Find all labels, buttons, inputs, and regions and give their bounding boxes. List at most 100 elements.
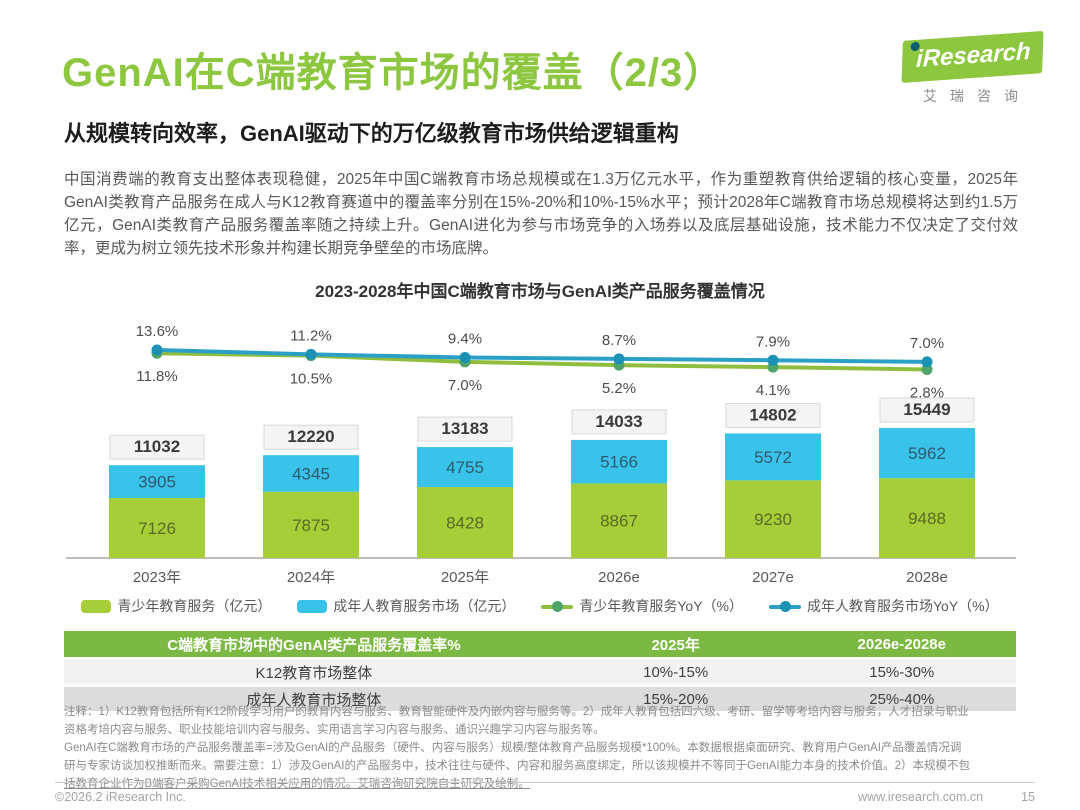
bar-value-adult: 5572: [754, 448, 792, 467]
yoy-marker: [459, 352, 471, 364]
table-row-k12: K12教育市场整体 10%-15% 15%-30%: [64, 660, 1016, 684]
logo-brand-text: iResearch: [915, 37, 1032, 73]
total-value: 12220: [287, 427, 334, 446]
total-label-box: [417, 416, 513, 442]
bar-segment-adult: [725, 433, 821, 481]
yoy-line: [155, 348, 929, 364]
adult-bar-swatch-icon: [297, 599, 328, 613]
bar-segment-adult: [879, 427, 975, 479]
x-axis-label: 2023年: [133, 569, 181, 586]
yoy-marker: [921, 356, 933, 368]
legend-item-junior-bar: 青少年教育服务（亿元）: [81, 596, 271, 616]
bar-value-junior: 9488: [908, 509, 946, 528]
bar-segment-adult: [109, 465, 205, 499]
legend-label: 青少年教育服务（亿元）: [117, 598, 272, 614]
bar-segment-junior: [263, 491, 359, 558]
page-title: GenAI在C端教育市场的覆盖（2/3）: [62, 51, 725, 95]
bar-value-adult: 5962: [908, 444, 946, 463]
table-header-metric: C端教育市场中的GenAI类产品服务覆盖率%: [64, 631, 564, 657]
bar-segment-adult: [263, 455, 359, 492]
yoy-value-label: 13.6%: [136, 323, 179, 340]
total-label-box: [263, 424, 359, 450]
total-value: 14802: [749, 405, 796, 424]
yoy-value-label: 4.1%: [756, 382, 790, 399]
yoy-value-label: 11.8%: [136, 368, 177, 385]
row-label: K12教育市场整体: [64, 660, 564, 684]
total-value: 11032: [134, 437, 180, 456]
bar-segment-adult: [571, 439, 667, 484]
footnote-line: 资格考培内容与服务、职业技能培训内容与服务、实用语言学习内容与服务、通识兴趣学习…: [64, 724, 605, 736]
copyright: ©2026.2 iResearch Inc.: [55, 790, 186, 804]
total-label-box: [725, 402, 821, 428]
intro-paragraph: 中国消费端的教育支出整体表现稳健，2025年中国C端教育市场总规模或在1.3万亿…: [64, 171, 1018, 257]
total-value: 13183: [441, 419, 488, 438]
table-header-2025: 2025年: [563, 631, 788, 657]
bar-segment-junior: [725, 480, 821, 558]
row-value-2025: 15%-20%: [563, 687, 788, 711]
row-value-2026-2028: 15%-30%: [787, 660, 1016, 684]
yoy-value-label: 7.0%: [910, 335, 944, 352]
yoy-value-label: 7.9%: [756, 333, 790, 350]
yoy-marker: [921, 363, 933, 375]
yoy-marker: [613, 353, 625, 365]
row-value-2026-2028: 25%-40%: [787, 687, 1016, 711]
yoy-value-label: 8.7%: [602, 332, 636, 349]
legend-label: 青少年教育服务YoY（%）: [579, 598, 743, 614]
bar-value-adult: 5166: [600, 453, 638, 472]
footnote-line: 括教育企业作为B端客户采购GenAI技术相关应用的情况。艾瑞咨询研究院自主研究及…: [64, 778, 530, 790]
bar-value-junior: 8428: [446, 514, 484, 533]
bar-segment-junior: [571, 483, 667, 558]
yoy-value-label: 7.0%: [448, 377, 482, 394]
chart-title: 2023-2028年中国C端教育市场与GenAI类产品服务覆盖情况: [315, 282, 765, 301]
yoy-marker: [151, 344, 163, 356]
yoy-value-label: 10.5%: [290, 371, 333, 388]
table-header-row: C端教育市场中的GenAI类产品服务覆盖率% 2025年 2026e-2028e: [64, 631, 1016, 657]
x-axis-label: 2024年: [287, 569, 335, 586]
row-value-2025: 10%-15%: [563, 660, 788, 684]
coverage-table: C端教育市场中的GenAI类产品服务覆盖率% 2025年 2026e-2028e…: [64, 628, 1016, 714]
total-label-box: [109, 434, 205, 460]
footnote-line: GenAI在C端教育市场的产品服务覆盖率=涉及GenAI的产品服务（硬件、内容与…: [64, 742, 962, 754]
yoy-value-label: 2.8%: [910, 384, 944, 401]
page-number: 15: [1021, 790, 1035, 804]
bar-value-junior: 8867: [600, 512, 638, 531]
chart-canvas: 7126 3905 11032 2023年 7875 4345 12220 2024年 8428…: [66, 323, 1016, 586]
x-axis-label: 2027e: [752, 569, 794, 586]
table-row-adult: 成年人教育市场整体 15%-20% 25%-40%: [64, 687, 1016, 711]
table-header-2026-2028: 2026e-2028e: [787, 631, 1016, 657]
bar-value-junior: 9230: [754, 510, 792, 529]
x-axis-label: 2028e: [906, 569, 948, 586]
yoy-value-label: 9.4%: [448, 331, 482, 348]
website-url: www.iresearch.com.cn: [858, 790, 984, 804]
bar-segment-junior: [109, 498, 205, 558]
x-axis-label: 2025年: [441, 569, 489, 586]
yoy-marker: [767, 354, 779, 366]
bar-segment-junior: [417, 487, 513, 558]
footnote-line: 研与专家访谈加权推断而来。需要注意：1）涉及GenAI的产品服务中，技术往往与硬…: [64, 760, 970, 772]
legend-item-junior-yoy: 青少年教育服务YoY（%）: [541, 596, 743, 616]
junior-yoy-line-icon: [541, 600, 574, 613]
row-label: 成年人教育市场整体: [64, 687, 564, 711]
total-label-box: [571, 409, 667, 435]
bar-value-junior: 7126: [138, 519, 176, 538]
total-value: 15449: [903, 400, 950, 419]
bar-value-junior: 7875: [292, 516, 330, 535]
chart-legend: 青少年教育服务（亿元） 成年人教育服务市场（亿元） 青少年教育服务YoY（%） …: [60, 596, 1020, 616]
bar-value-adult: 3905: [138, 473, 176, 492]
bar-segment-adult: [417, 447, 513, 488]
legend-label: 成年人教育服务市场YoY（%）: [807, 598, 999, 614]
page-footer: ©2026.2 iResearch Inc. www.iresearch.com…: [55, 782, 1035, 804]
page-subtitle: 从规模转向效率，GenAI驱动下的万亿级教育市场供给逻辑重构: [64, 121, 679, 146]
adult-yoy-line-icon: [769, 600, 801, 613]
yoy-value-label: 5.2%: [602, 380, 636, 397]
total-label-box: [879, 397, 975, 423]
bar-value-adult: 4755: [446, 458, 484, 477]
iresearch-logo-badge: iResearch: [901, 30, 1044, 84]
yoy-value-label: 11.2%: [290, 327, 331, 344]
yoy-marker: [305, 348, 317, 360]
combo-chart: 7126 3905 11032 2023年 7875 4345 12220 2024年 8428…: [60, 306, 1020, 593]
total-value: 14033: [595, 412, 642, 431]
legend-item-adult-bar: 成年人教育服务市场（亿元）: [297, 596, 515, 616]
iresearch-logo: iResearch 艾瑞咨询: [901, 30, 1044, 106]
